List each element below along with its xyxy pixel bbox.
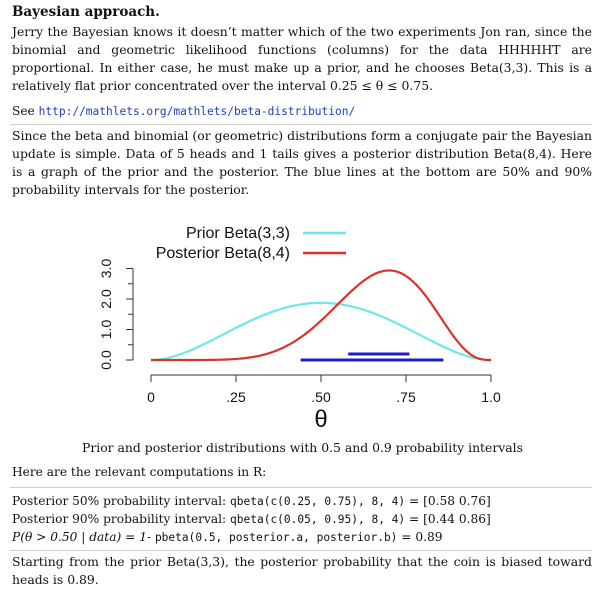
- curves: [150, 269, 492, 362]
- divider-3: [10, 550, 592, 551]
- y-tick-label: 3.0: [98, 259, 114, 279]
- legend-label-1: Prior Beta(3,3): [186, 225, 290, 242]
- divider: [10, 124, 592, 125]
- computation-result: = 0.89: [401, 530, 443, 544]
- x-axis-label: θ: [314, 406, 327, 433]
- section-heading: Bayesian approach.: [12, 4, 160, 20]
- y-tick-label: 1.0: [98, 320, 114, 340]
- x-tick-label: .75: [396, 389, 416, 405]
- x-tick-label: 1.0: [481, 389, 501, 405]
- conclusion-paragraph: Starting from the prior Beta(3,3), the p…: [12, 554, 592, 587]
- computation-result: = [0.58 0.76]: [409, 494, 491, 508]
- computation-result: = [0.44 0.86]: [409, 512, 491, 526]
- update-paragraph: Since the beta and binomial (or geometri…: [12, 128, 592, 197]
- computation-label: Posterior 90% probability interval:: [12, 512, 227, 526]
- legend-label-2: Posterior Beta(8,4): [156, 245, 290, 262]
- x-tick-label: 0: [147, 389, 155, 405]
- computation-row-2: Posterior 90% probability interval: qbet…: [12, 510, 491, 529]
- computation-row-3: P(θ > 0.50 | data) = 1- pbeta(0.5, poste…: [12, 528, 443, 547]
- computation-label: Posterior 50% probability interval:: [12, 494, 227, 508]
- probability-intervals: [300, 352, 444, 362]
- chart-legend: Prior Beta(3,3) Posterior Beta(8,4): [156, 225, 346, 262]
- x-tick-label: .50: [311, 389, 331, 405]
- series-line-1: [150, 301, 492, 362]
- beta-distribution-chart: 0.0 1.0 2.0 3.0 0 .25 .50 .75 1.0 θ Prior Beta(3…: [98, 225, 501, 433]
- computation-code: pbeta(0.5, posterior.a, posterior.b): [154, 531, 398, 544]
- intro-paragraph: Jerry the Bayesian knows it doesn’t matt…: [12, 24, 592, 93]
- see-prefix: See: [12, 104, 35, 118]
- computation-code: qbeta(c(0.25, 0.75), 8, 4): [230, 495, 406, 508]
- computation-label: P(θ > 0.50 | data) = 1-: [12, 530, 152, 544]
- mathlets-link[interactable]: http://mathlets.org/mathlets/beta-distri…: [38, 105, 356, 118]
- divider-2: [10, 487, 592, 488]
- figure-caption: Prior and posterior distributions with 0…: [81, 440, 523, 455]
- computation-code: qbeta(c(0.05, 0.95), 8, 4): [230, 513, 406, 526]
- see-line: See http://mathlets.org/mathlets/beta-di…: [12, 102, 355, 121]
- computation-row-1: Posterior 50% probability interval: qbet…: [12, 492, 491, 511]
- r-intro: Here are the relevant computations in R:: [12, 465, 267, 479]
- x-tick-label: .25: [226, 389, 246, 405]
- y-tick-label: 2.0: [98, 289, 114, 309]
- x-axis: 0 .25 .50 .75 1.0 θ: [147, 374, 501, 433]
- series-line-2: [151, 269, 491, 362]
- y-axis: 0.0 1.0 2.0 3.0: [98, 259, 134, 370]
- y-tick-label: 0.0: [98, 350, 114, 370]
